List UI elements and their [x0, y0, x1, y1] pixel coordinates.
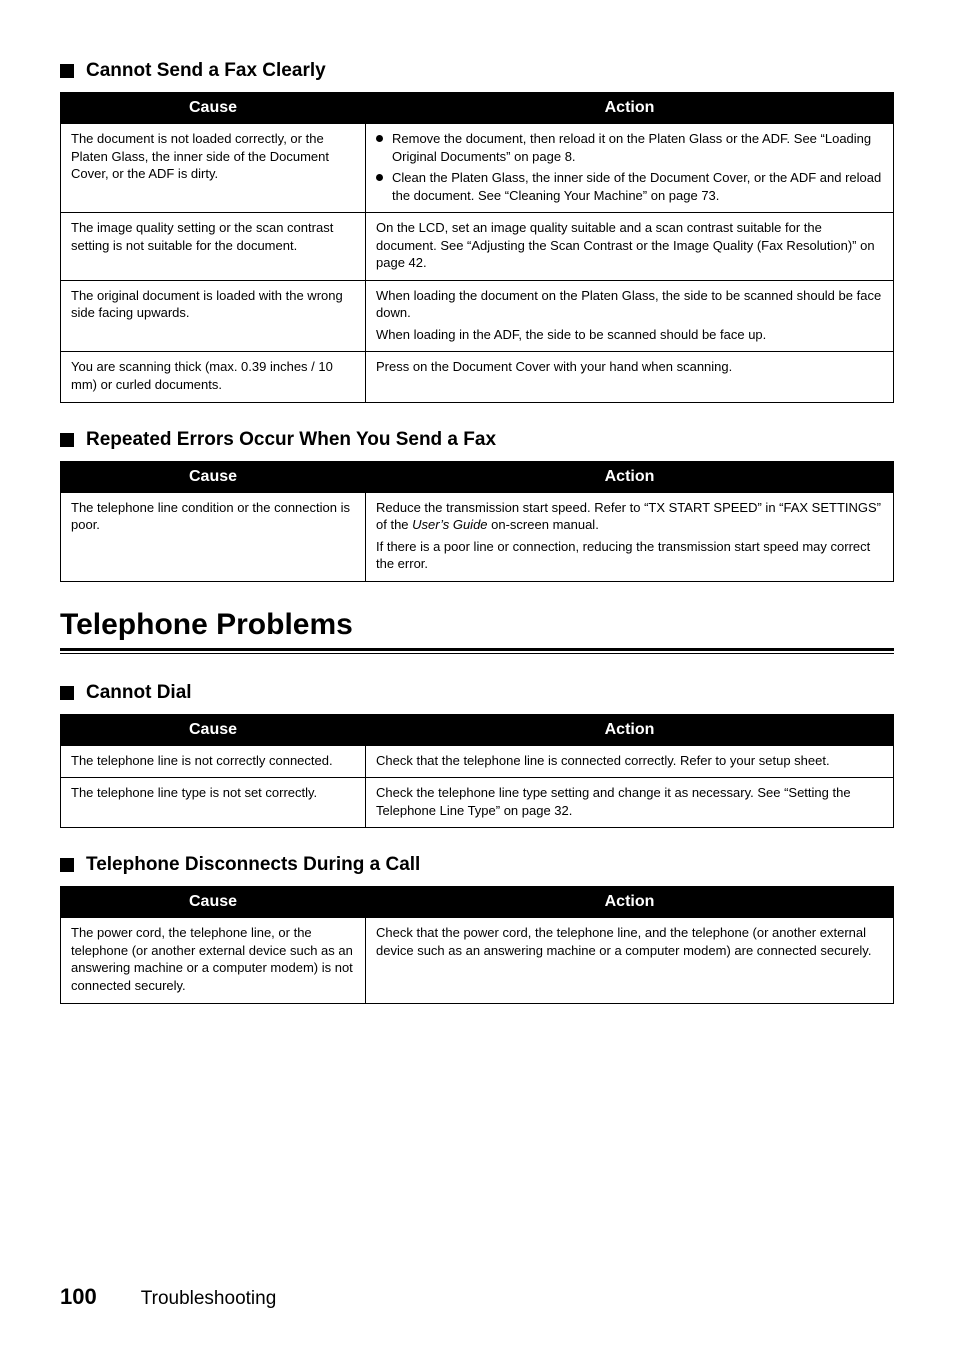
action-para: When loading in the ADF, the side to be … [376, 326, 883, 344]
table-row: The image quality setting or the scan co… [61, 213, 894, 281]
col-header-action: Action [366, 93, 894, 124]
troubleshooting-table: Cause Action The telephone line conditio… [60, 461, 894, 582]
action-cell: Check that the power cord, the telephone… [366, 918, 894, 1003]
action-cell: Press on the Document Cover with your ha… [366, 352, 894, 402]
square-bullet-icon [60, 64, 74, 78]
page-main-heading: Telephone Problems [60, 608, 894, 642]
table-row: The telephone line condition or the conn… [61, 492, 894, 581]
table-row: The telephone line type is not set corre… [61, 778, 894, 828]
col-header-action: Action [366, 887, 894, 918]
cause-cell: The original document is loaded with the… [61, 280, 366, 352]
table-row: The telephone line is not correctly conn… [61, 745, 894, 778]
square-bullet-icon [60, 858, 74, 872]
section-heading: Repeated Errors Occur When You Send a Fa… [60, 429, 894, 451]
action-cell: Check the telephone line type setting an… [366, 778, 894, 828]
cause-cell: The document is not loaded correctly, or… [61, 124, 366, 213]
col-header-cause: Cause [61, 93, 366, 124]
action-list-item: Clean the Platen Glass, the inner side o… [376, 169, 883, 204]
cause-cell: You are scanning thick (max. 0.39 inches… [61, 352, 366, 402]
action-cell: On the LCD, set an image quality suitabl… [366, 213, 894, 281]
troubleshooting-table: Cause Action The power cord, the telepho… [60, 886, 894, 1003]
action-cell: Remove the document, then reload it on t… [366, 124, 894, 213]
heading-rule [60, 648, 894, 654]
section-heading: Telephone Disconnects During a Call [60, 854, 894, 876]
troubleshooting-table: Cause Action The telephone line is not c… [60, 714, 894, 829]
action-cell: When loading the document on the Platen … [366, 280, 894, 352]
section-heading-text: Cannot Send a Fax Clearly [86, 60, 326, 82]
col-header-cause: Cause [61, 887, 366, 918]
table-row: The document is not loaded correctly, or… [61, 124, 894, 213]
cause-cell: The telephone line type is not set corre… [61, 778, 366, 828]
col-header-cause: Cause [61, 714, 366, 745]
cause-cell: The telephone line is not correctly conn… [61, 745, 366, 778]
action-para: If there is a poor line or connection, r… [376, 538, 883, 573]
col-header-action: Action [366, 714, 894, 745]
action-list-item: Remove the document, then reload it on t… [376, 130, 883, 165]
troubleshooting-table: Cause Action The document is not loaded … [60, 92, 894, 403]
cause-cell: The telephone line condition or the conn… [61, 492, 366, 581]
cause-cell: The power cord, the telephone line, or t… [61, 918, 366, 1003]
section-heading-text: Cannot Dial [86, 682, 192, 704]
col-header-action: Action [366, 461, 894, 492]
section-heading-text: Repeated Errors Occur When You Send a Fa… [86, 429, 496, 451]
action-para: Reduce the transmission start speed. Ref… [376, 499, 883, 534]
action-cell: Reduce the transmission start speed. Ref… [366, 492, 894, 581]
square-bullet-icon [60, 686, 74, 700]
table-row: The power cord, the telephone line, or t… [61, 918, 894, 1003]
page-footer: 100 Troubleshooting [60, 1284, 894, 1310]
section-heading: Cannot Send a Fax Clearly [60, 60, 894, 82]
section-heading: Cannot Dial [60, 682, 894, 704]
page-number: 100 [60, 1284, 97, 1310]
square-bullet-icon [60, 433, 74, 447]
table-row: The original document is loaded with the… [61, 280, 894, 352]
cause-cell: The image quality setting or the scan co… [61, 213, 366, 281]
footer-title: Troubleshooting [141, 1288, 277, 1310]
action-para: When loading the document on the Platen … [376, 287, 883, 322]
section-heading-text: Telephone Disconnects During a Call [86, 854, 420, 876]
col-header-cause: Cause [61, 461, 366, 492]
table-row: You are scanning thick (max. 0.39 inches… [61, 352, 894, 402]
action-cell: Check that the telephone line is connect… [366, 745, 894, 778]
